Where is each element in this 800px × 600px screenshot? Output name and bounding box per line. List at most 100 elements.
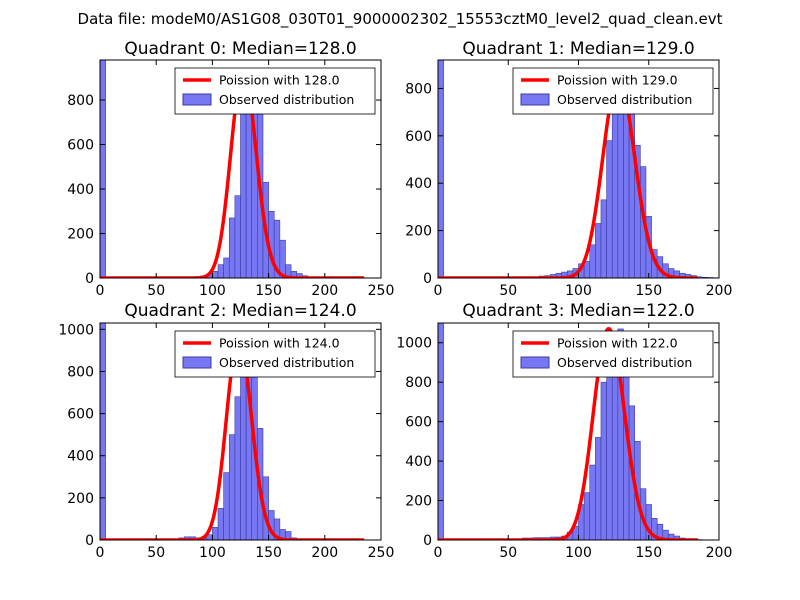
y-tick-label: 0 <box>423 271 432 287</box>
y-tick-label: 800 <box>405 375 432 391</box>
figure-title: Data file: modeM0/AS1G08_030T01_90000023… <box>78 10 723 29</box>
y-tick-label: 600 <box>67 138 94 154</box>
x-tick-label: 50 <box>147 545 165 561</box>
poisson-curve <box>438 77 699 278</box>
histogram-bar <box>240 97 247 278</box>
legend-label-observed: Observed distribution <box>219 92 354 107</box>
y-tick-label: 400 <box>67 182 94 198</box>
poisson-curve <box>438 327 699 540</box>
histogram-bar <box>223 257 230 278</box>
x-tick-label: 150 <box>255 283 282 299</box>
legend-label-poisson: Poission with 129.0 <box>557 73 678 88</box>
x-tick-label: 0 <box>434 283 443 299</box>
y-tick-label: 600 <box>405 415 432 431</box>
legend-label-observed: Observed distribution <box>557 355 692 370</box>
histogram-bar <box>234 195 241 278</box>
legend: Poission with 124.0 Observed distributio… <box>174 330 376 378</box>
histogram-bar <box>583 492 591 540</box>
y-tick-label: 200 <box>405 224 432 240</box>
y-tick-label: 200 <box>405 494 432 510</box>
y-tick-label: 0 <box>85 533 94 549</box>
subplot-title: Quadrant 1: Median=129.0 <box>462 39 694 59</box>
histogram-bar <box>600 381 607 540</box>
x-tick-label: 200 <box>311 545 338 561</box>
histogram-bar <box>606 140 613 278</box>
legend-label-poisson: Poission with 124.0 <box>219 336 340 351</box>
x-tick-label: 150 <box>255 545 282 561</box>
histogram-bar <box>589 244 596 278</box>
histogram-bar <box>228 434 236 540</box>
legend-box <box>174 67 376 115</box>
histogram-bar <box>438 60 444 278</box>
histogram-bar <box>100 60 106 278</box>
y-tick-label: 0 <box>423 533 432 549</box>
histogram-bar <box>595 437 602 540</box>
x-tick-label: 250 <box>368 283 395 299</box>
subplot-title: Quadrant 0: Median=128.0 <box>124 39 356 59</box>
subplot-title: Quadrant 2: Median=124.0 <box>124 301 356 321</box>
histogram-bar <box>228 217 236 278</box>
x-tick-label: 100 <box>199 545 226 561</box>
axes-frame <box>99 59 382 279</box>
y-tick-label: 400 <box>67 449 94 465</box>
x-tick-label: 50 <box>499 545 517 561</box>
legend-label-observed: Observed distribution <box>219 355 354 370</box>
histogram-bar <box>600 199 607 278</box>
histogram-bar <box>589 464 596 540</box>
histogram-bar <box>611 107 619 278</box>
x-tick-label: 0 <box>96 545 105 561</box>
legend-box <box>174 330 376 378</box>
legend: Poission with 128.0 Observed distributio… <box>174 67 376 115</box>
y-tick-label: 600 <box>405 129 432 145</box>
y-tick-label: 200 <box>67 227 94 243</box>
legend-bar-swatch <box>182 93 212 106</box>
legend-label-poisson: Poission with 128.0 <box>219 73 340 88</box>
histogram-bar <box>217 508 224 540</box>
y-tick-label: 800 <box>67 93 94 109</box>
legend-bar-swatch <box>182 356 212 369</box>
histogram-bar <box>234 396 241 540</box>
subplot-quadrant-3: Quadrant 3: Median=122.0 0 50 100 150 200 0 20… <box>396 301 732 561</box>
y-tick-label: 0 <box>85 271 94 287</box>
x-tick-label: 0 <box>96 283 105 299</box>
x-tick-label: 50 <box>147 283 165 299</box>
y-tick-label: 200 <box>67 491 94 507</box>
y-tick-label: 1000 <box>396 336 432 352</box>
y-tick-label: 400 <box>405 176 432 192</box>
histogram-bar <box>212 271 219 278</box>
histogram-bar <box>595 223 602 278</box>
histogram-bar <box>606 370 613 540</box>
histogram-bar <box>223 472 230 540</box>
y-tick-label: 600 <box>67 407 94 423</box>
legend-box <box>512 67 714 115</box>
x-tick-label: 100 <box>565 545 592 561</box>
x-tick-label: 150 <box>635 545 662 561</box>
legend-box <box>512 330 714 378</box>
x-tick-label: 200 <box>311 283 338 299</box>
y-tick-label: 1000 <box>58 322 94 338</box>
poisson-curve <box>100 69 365 278</box>
legend-label-poisson: Poission with 122.0 <box>557 336 678 351</box>
x-tick-label: 50 <box>499 283 517 299</box>
y-tick-label: 800 <box>405 81 432 97</box>
y-tick-label: 800 <box>67 364 94 380</box>
legend: Poission with 122.0 Observed distributio… <box>512 330 714 378</box>
y-tick-label: 400 <box>405 454 432 470</box>
subplot-quadrant-0: Quadrant 0: Median=128.0 0 50 100 150 200 250… <box>67 39 394 299</box>
histogram-bar <box>438 323 444 540</box>
legend-label-observed: Observed distribution <box>557 92 692 107</box>
x-tick-label: 100 <box>565 283 592 299</box>
x-tick-label: 150 <box>635 283 662 299</box>
subplot-title: Quadrant 3: Median=122.0 <box>462 301 694 321</box>
subplot-quadrant-2: Quadrant 2: Median=124.0 0 50 100 150 200 250… <box>58 301 394 561</box>
x-tick-label: 100 <box>199 283 226 299</box>
x-tick-label: 200 <box>706 283 733 299</box>
subplot-quadrant-1: Quadrant 1: Median=129.0 0 50 100 150 200 0 20… <box>405 39 732 299</box>
x-tick-label: 200 <box>706 545 733 561</box>
legend-bar-swatch <box>520 93 550 106</box>
legend-bar-swatch <box>520 356 550 369</box>
axes-frame <box>99 322 382 541</box>
x-tick-label: 0 <box>434 545 443 561</box>
histogram-bar <box>212 527 219 540</box>
histogram-bar <box>100 323 106 540</box>
